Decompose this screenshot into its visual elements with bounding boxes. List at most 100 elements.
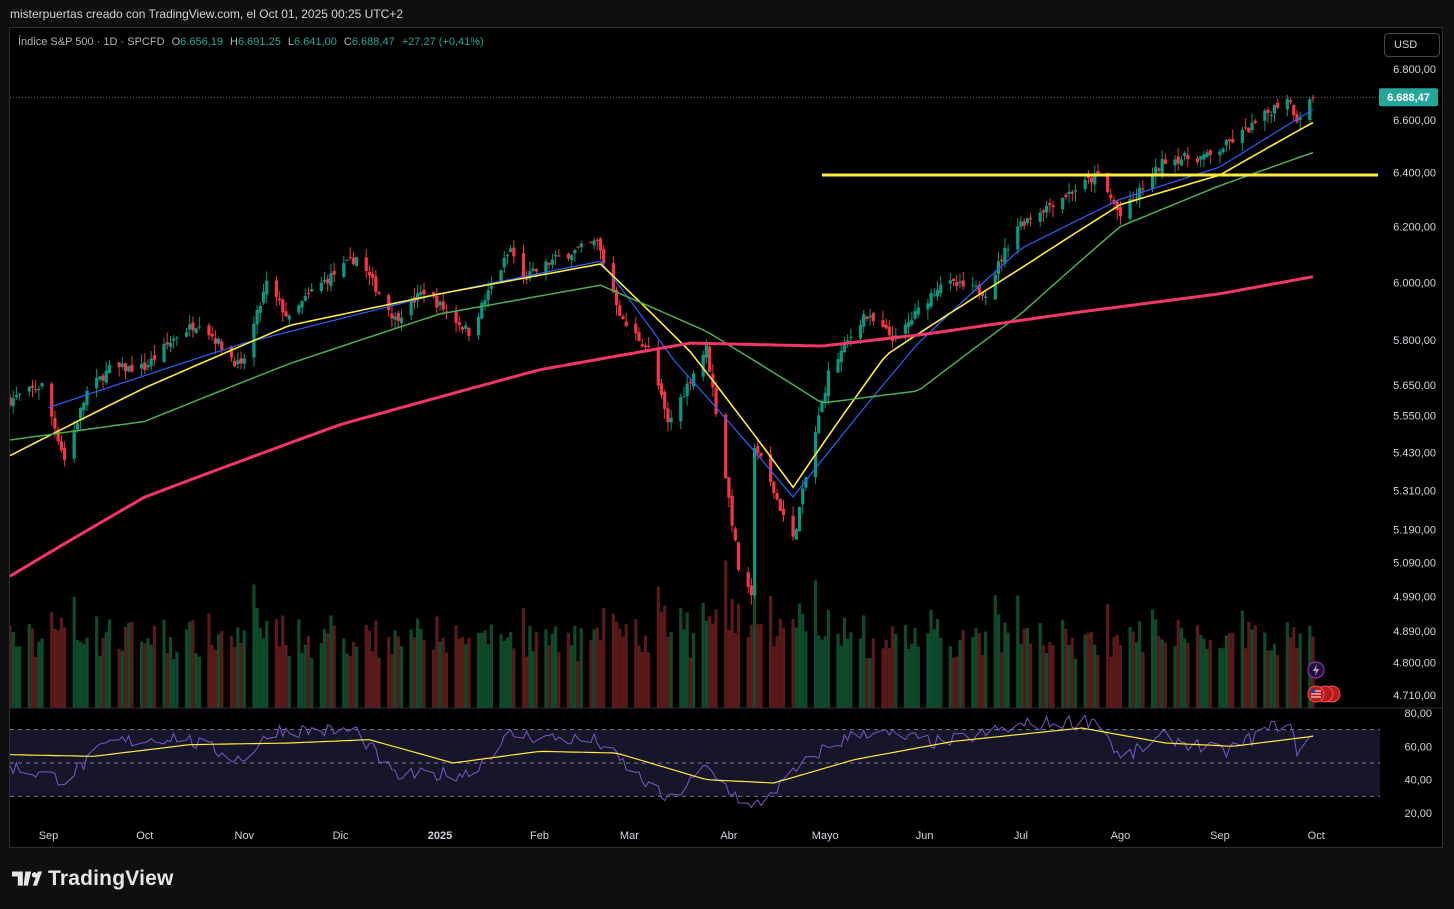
volume-bar [961, 629, 965, 708]
volume-bar [1048, 642, 1052, 708]
candle-body [1064, 194, 1068, 198]
candle-body [1183, 152, 1187, 157]
candle-body [701, 354, 705, 377]
volume-bar [736, 604, 741, 708]
candle-body [1154, 166, 1158, 176]
volume-bar [576, 661, 580, 708]
volume-bar [1089, 631, 1094, 708]
volume-bar [550, 633, 554, 708]
currency-button[interactable]: USD [1384, 33, 1440, 57]
time-tick-label: Dic [333, 830, 349, 842]
candle-body [197, 326, 201, 328]
candle-body [1041, 210, 1046, 213]
volume-bar [797, 603, 802, 708]
volume-bar [50, 612, 54, 708]
candle-body [1240, 129, 1244, 143]
volume-bar [438, 641, 442, 708]
volume-bar [1051, 645, 1055, 708]
candle-body [691, 373, 696, 387]
candle-body [348, 257, 352, 259]
candle-body [727, 477, 731, 498]
volume-bar [1240, 610, 1244, 708]
candle-body [37, 388, 41, 391]
candle-body [961, 280, 965, 287]
volume-bar [34, 656, 38, 708]
volume-bar [733, 633, 737, 708]
candle-body [120, 363, 124, 367]
volume-bar [53, 628, 57, 708]
volume-bar [570, 645, 574, 708]
volume-bar [974, 628, 978, 708]
candle-body [1253, 120, 1257, 124]
candle-body [415, 293, 420, 301]
price-axis[interactable]: 6.800,00 6.600,00 6.400,00 6.200,00 6.000,00… [1379, 64, 1438, 820]
volume-bar [1186, 642, 1190, 708]
price-chart[interactable]: 6.800,00 6.600,00 6.400,00 6.200,00 6.000,00… [10, 28, 1442, 847]
candle-body [184, 332, 189, 337]
candle-body [390, 313, 394, 319]
candle-body [794, 529, 798, 540]
volume-bar [1298, 633, 1302, 708]
candle-body [887, 326, 891, 336]
volume-bar [1045, 652, 1049, 708]
volume-bar [640, 651, 644, 708]
volume-bar [890, 626, 895, 708]
candle-body [467, 327, 471, 337]
chart-frame[interactable]: 6.800,00 6.600,00 6.400,00 6.200,00 6.000,00… [9, 27, 1443, 848]
candle-body [858, 324, 863, 339]
candle-body [438, 301, 442, 306]
volume-bar [1173, 646, 1177, 708]
candle-body [306, 292, 311, 294]
volume-bar [823, 636, 827, 708]
candle-body [435, 296, 439, 308]
volume-bar [364, 625, 368, 708]
volume-bar [813, 580, 818, 708]
volume-bar [521, 608, 526, 708]
volume-bar [1202, 638, 1206, 708]
candle-body [59, 441, 63, 451]
volume-bar [1179, 628, 1184, 708]
volume-bar [701, 602, 705, 708]
candle-body [351, 257, 356, 265]
volume-bar [210, 644, 214, 708]
time-axis[interactable]: Sep Oct Nov Dic 2025 Feb Mar Abr Mayo Jun Jul Ago Se… [39, 830, 1325, 842]
candle-body [926, 303, 930, 310]
volume-bar [637, 645, 641, 708]
volume-bar [666, 636, 670, 708]
close-value: 6.688,47 [351, 36, 395, 48]
tradingview-brand[interactable]: TradingView [12, 866, 174, 892]
candle-body [1089, 177, 1094, 183]
candle-body [595, 239, 599, 241]
rsi-tick-label: 60,00 [1404, 741, 1432, 753]
volume-bar [772, 646, 776, 708]
volume-bar [1019, 644, 1023, 708]
candle-body [570, 255, 574, 261]
volume-bar [691, 633, 696, 708]
candle-body [1288, 100, 1293, 103]
volume-bar [996, 614, 1001, 708]
volume-bar [865, 658, 869, 708]
volume-bar [730, 598, 734, 708]
volume-bar [1064, 628, 1068, 708]
candle-body [736, 542, 741, 570]
candle-body [913, 311, 917, 319]
high-key: H [230, 36, 238, 48]
volume-bar [329, 615, 333, 708]
candle-body [342, 263, 346, 277]
volume-bar [980, 655, 985, 708]
candle-body [1106, 172, 1110, 193]
volume-bar [236, 627, 240, 708]
open-key: O [171, 36, 181, 48]
candle-body [1160, 158, 1164, 174]
time-tick-label: 2025 [428, 830, 452, 842]
volume-bar [884, 639, 888, 708]
candle-body [210, 334, 214, 337]
volume-bar [910, 643, 914, 708]
event-markers[interactable] [1307, 661, 1341, 703]
rsi-panel [10, 707, 1442, 809]
volume-bar [117, 649, 121, 708]
volume-bar [345, 653, 349, 708]
candle-body [1048, 202, 1052, 206]
volume-bar [1227, 633, 1232, 708]
candle-body [274, 280, 278, 297]
